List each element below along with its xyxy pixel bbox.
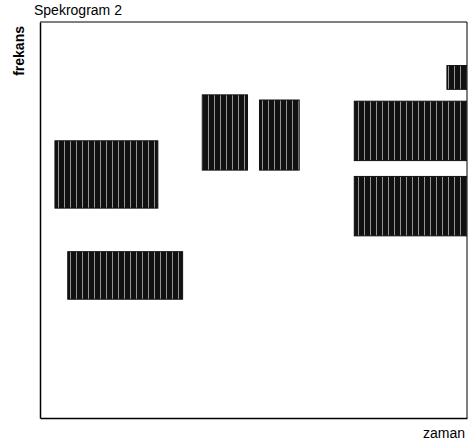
chart: Spekrogram 2 frekans zaman xyxy=(0,0,473,446)
band xyxy=(55,141,158,208)
band xyxy=(259,100,299,170)
x-axis xyxy=(41,418,468,419)
frame xyxy=(40,22,467,418)
band xyxy=(354,176,467,235)
band xyxy=(354,101,467,160)
band xyxy=(202,95,247,170)
title: Spekrogram 2 xyxy=(34,2,122,18)
axis-line xyxy=(40,23,42,419)
bands xyxy=(55,66,467,300)
band xyxy=(68,252,183,300)
y-axis-title: frekans xyxy=(11,26,27,76)
x-axis-title: zaman xyxy=(423,425,465,441)
axis-line xyxy=(41,418,468,420)
y-axis xyxy=(40,23,41,419)
band xyxy=(447,66,467,90)
